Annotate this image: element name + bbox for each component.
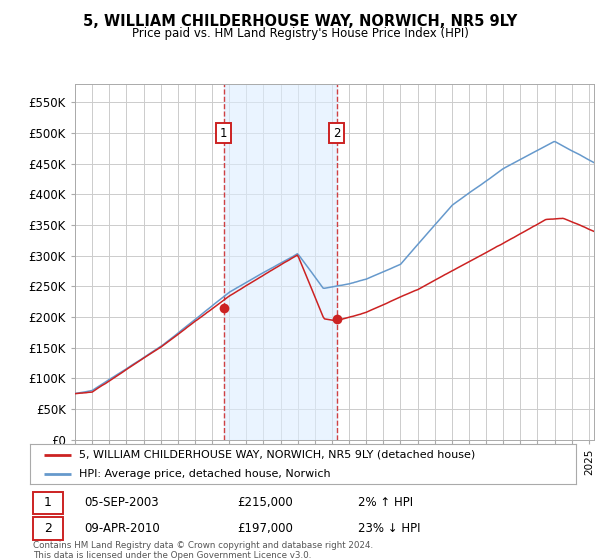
Text: 23% ↓ HPI: 23% ↓ HPI — [358, 522, 420, 535]
Text: 2: 2 — [333, 127, 340, 139]
Text: 2: 2 — [44, 522, 52, 535]
Bar — [33, 492, 63, 514]
Text: 5, WILLIAM CHILDERHOUSE WAY, NORWICH, NR5 9LY (detached house): 5, WILLIAM CHILDERHOUSE WAY, NORWICH, NR… — [79, 450, 475, 460]
Text: 05-SEP-2003: 05-SEP-2003 — [85, 497, 159, 510]
Text: HPI: Average price, detached house, Norwich: HPI: Average price, detached house, Norw… — [79, 469, 331, 478]
Text: 5, WILLIAM CHILDERHOUSE WAY, NORWICH, NR5 9LY: 5, WILLIAM CHILDERHOUSE WAY, NORWICH, NR… — [83, 14, 517, 29]
Text: 2% ↑ HPI: 2% ↑ HPI — [358, 497, 413, 510]
Text: Price paid vs. HM Land Registry's House Price Index (HPI): Price paid vs. HM Land Registry's House … — [131, 27, 469, 40]
Text: Contains HM Land Registry data © Crown copyright and database right 2024.
This d: Contains HM Land Registry data © Crown c… — [33, 540, 373, 560]
Text: 1: 1 — [44, 497, 52, 510]
Bar — [224, 84, 337, 440]
Text: 09-APR-2010: 09-APR-2010 — [85, 522, 160, 535]
Bar — [33, 517, 63, 540]
Text: 1: 1 — [220, 127, 227, 139]
Text: £197,000: £197,000 — [238, 522, 293, 535]
Text: £215,000: £215,000 — [238, 497, 293, 510]
